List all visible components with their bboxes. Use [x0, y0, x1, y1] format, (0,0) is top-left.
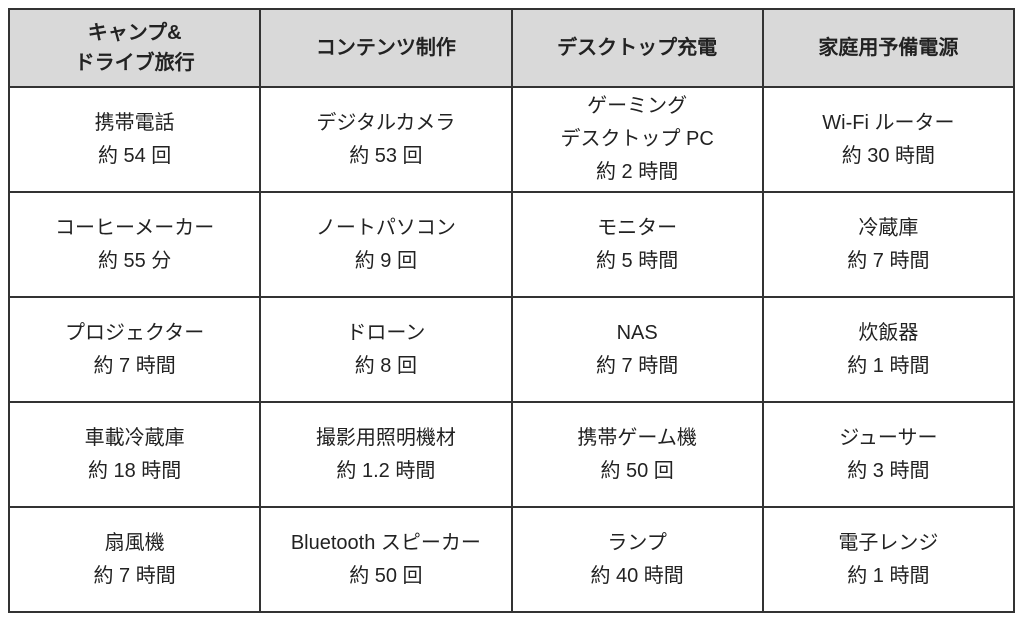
table-cell: 車載冷蔵庫約 18 時間 [7, 401, 262, 508]
usage-value: 約 40 時間 [590, 564, 684, 587]
usage-value: 約 7 時間 [596, 354, 679, 377]
table-row: 扇風機約 7 時間 Bluetooth スピーカー約 50 回ランプ約 40 時間… [7, 506, 1016, 613]
device-name: 携帯ゲーム機 [577, 426, 697, 449]
column-header: キャンプ& ドライブ旅行 [7, 8, 262, 88]
usage-value: 約 1.2 時間 [336, 459, 436, 482]
usage-value: 約 2 時間 [596, 161, 679, 183]
device-name: モニター [597, 216, 678, 239]
device-name: NAS [616, 321, 658, 344]
device-name: デスクトップ PC [560, 128, 714, 150]
table-cell: コーヒーメーカー約 55 分 [7, 191, 262, 298]
table-cell: NAS 約 7 時間 [510, 296, 764, 403]
table-cell: 携帯電話約 54 回 [7, 86, 262, 193]
header-text: 家庭用予備電源 [818, 37, 959, 59]
usage-value: 約 5 時間 [596, 249, 679, 272]
header-text: デスクトップ充電 [557, 37, 718, 59]
table-cell: 撮影用照明機材約 1.2 時間 [259, 401, 513, 508]
device-name: コーヒーメーカー [55, 216, 215, 239]
table-cell: 冷蔵庫約 7 時間 [761, 191, 1016, 298]
header-row: キャンプ& ドライブ旅行 コンテンツ制作 デスクトップ充電 家庭用予備電源 [7, 8, 1016, 88]
column-header: 家庭用予備電源 [761, 8, 1016, 88]
table-cell: プロジェクター約 7 時間 [7, 296, 262, 403]
usage-value: 約 9 回 [354, 249, 417, 272]
device-name: ゲーミング [587, 95, 688, 117]
device-name: 冷蔵庫 [858, 216, 919, 239]
device-name: プロジェクター [65, 321, 205, 344]
usage-value: 約 50 回 [600, 459, 674, 482]
usage-value: 約 7 時間 [93, 564, 176, 587]
table-cell: モニター約 5 時間 [510, 191, 764, 298]
table-cell: 携帯ゲーム機約 50 回 [510, 401, 764, 508]
device-name: ドローン [346, 321, 426, 344]
device-name: 電子レンジ [838, 531, 939, 554]
column-header: デスクトップ充電 [510, 8, 764, 88]
device-name: 車載冷蔵庫 [84, 426, 185, 449]
device-name: 扇風機 [104, 531, 165, 554]
device-name: ランプ [607, 531, 667, 554]
table-cell: ドローン約 8 回 [259, 296, 513, 403]
table-cell: ランプ約 40 時間 [510, 506, 764, 613]
usage-value: 約 18 時間 [87, 459, 182, 482]
table-cell: ジューサー約 3 時間 [761, 401, 1016, 508]
table-row: コーヒーメーカー約 55 分ノートパソコン約 9 回モニター約 5 時間 冷蔵庫約… [7, 191, 1016, 298]
device-name: Wi-Fi ルーター [822, 111, 955, 134]
table-cell: Wi-Fi ルーター約 30 時間 [761, 86, 1016, 193]
table-cell: ノートパソコン約 9 回 [259, 191, 513, 298]
usage-value: 約 54 回 [97, 144, 172, 167]
device-name: 炊飯器 [858, 321, 919, 344]
header-text: ドライブ旅行 [74, 52, 195, 74]
usage-value: 約 8 回 [354, 354, 417, 377]
table-cell: Bluetooth スピーカー約 50 回 [259, 506, 513, 613]
device-name: Bluetooth スピーカー [290, 531, 481, 554]
device-name: デジタルカメラ [316, 111, 456, 134]
column-header: コンテンツ制作 [259, 8, 513, 88]
usage-value: 約 30 時間 [841, 144, 936, 167]
usage-value: 約 1 時間 [847, 564, 930, 587]
table-row: プロジェクター約 7 時間 ドローン約 8 回 NAS 約 7 時間 炊飯器約 1 時間 [7, 296, 1016, 403]
header-text: コンテンツ制作 [315, 37, 456, 59]
table-row: 携帯電話約 54 回デジタルカメラ約 53 回ゲーミング デスクトップ PC 約 2… [7, 86, 1016, 193]
usage-value: 約 7 時間 [847, 249, 930, 272]
table-cell: 炊飯器約 1 時間 [761, 296, 1016, 403]
table-cell: 扇風機約 7 時間 [7, 506, 262, 613]
usage-value: 約 3 時間 [847, 459, 930, 482]
device-name: 携帯電話 [94, 111, 175, 134]
device-name: 撮影用照明機材 [315, 426, 456, 449]
table-cell: デジタルカメラ約 53 回 [259, 86, 513, 193]
table-row: 車載冷蔵庫約 18 時間 撮影用照明機材約 1.2 時間 携帯ゲーム機約 50 回ジ… [7, 401, 1016, 508]
usage-table: キャンプ& ドライブ旅行 コンテンツ制作 デスクトップ充電 家庭用予備電源 携帯電話約 … [7, 8, 1016, 613]
usage-value: 約 53 回 [349, 144, 423, 167]
header-text: キャンプ& [87, 22, 182, 44]
usage-value: 約 7 時間 [93, 354, 176, 377]
usage-value: 約 1 時間 [847, 354, 930, 377]
table-cell: ゲーミングデスクトップ PC 約 2 時間 [510, 86, 764, 193]
device-name: ノートパソコン [315, 216, 456, 239]
table-cell: 電子レンジ約 1 時間 [761, 506, 1016, 613]
usage-value: 約 55 分 [97, 249, 172, 272]
usage-value: 約 50 回 [349, 564, 423, 587]
device-name: ジューサー [839, 426, 938, 449]
